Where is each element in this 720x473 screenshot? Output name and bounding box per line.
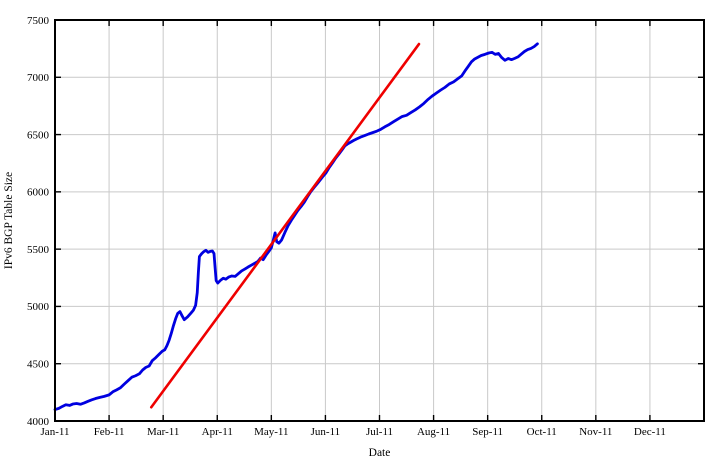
x-tick-label: Aug-11 bbox=[417, 426, 450, 438]
plot-border bbox=[54, 19, 705, 422]
x-tick-label: Dec-11 bbox=[634, 426, 666, 438]
series-line-linear-trend bbox=[149, 42, 421, 409]
y-tick-label: 5500 bbox=[27, 244, 50, 256]
y-tick-label: 4500 bbox=[27, 359, 50, 371]
data-series bbox=[53, 42, 539, 411]
y-tick-label: 7500 bbox=[27, 15, 50, 27]
x-tick-label: Oct-11 bbox=[527, 426, 557, 438]
y-tick-label: 4000 bbox=[27, 416, 50, 428]
x-tick-label: Jun-11 bbox=[311, 426, 341, 438]
series-line-ipv6-bgp-table-size bbox=[53, 42, 539, 411]
x-tick-label: May-11 bbox=[254, 426, 288, 438]
y-tick-label: 7000 bbox=[27, 72, 50, 84]
x-tick-label: Jan-11 bbox=[41, 426, 70, 438]
x-tick-label: Apr-11 bbox=[202, 426, 233, 438]
x-tick-label: Sep-11 bbox=[472, 426, 503, 438]
x-axis-title: Date bbox=[369, 447, 391, 459]
x-tick-label: Jul-11 bbox=[366, 426, 393, 438]
y-axis-title: IPv6 BGP Table Size bbox=[3, 172, 15, 269]
x-tick-label: Nov-11 bbox=[579, 426, 612, 438]
gridlines bbox=[55, 20, 704, 421]
axis-tick-labels: Jan-11 Feb-11 Mar-11 Apr-11 May-11 Jun-11 Jul-… bbox=[27, 15, 666, 438]
y-tick-label: 6500 bbox=[27, 129, 50, 141]
y-tick-label: 6000 bbox=[27, 187, 50, 199]
x-tick-label: Mar-11 bbox=[147, 426, 179, 438]
y-tick-label: 5000 bbox=[27, 301, 50, 313]
x-tick-label: Feb-11 bbox=[94, 426, 125, 438]
